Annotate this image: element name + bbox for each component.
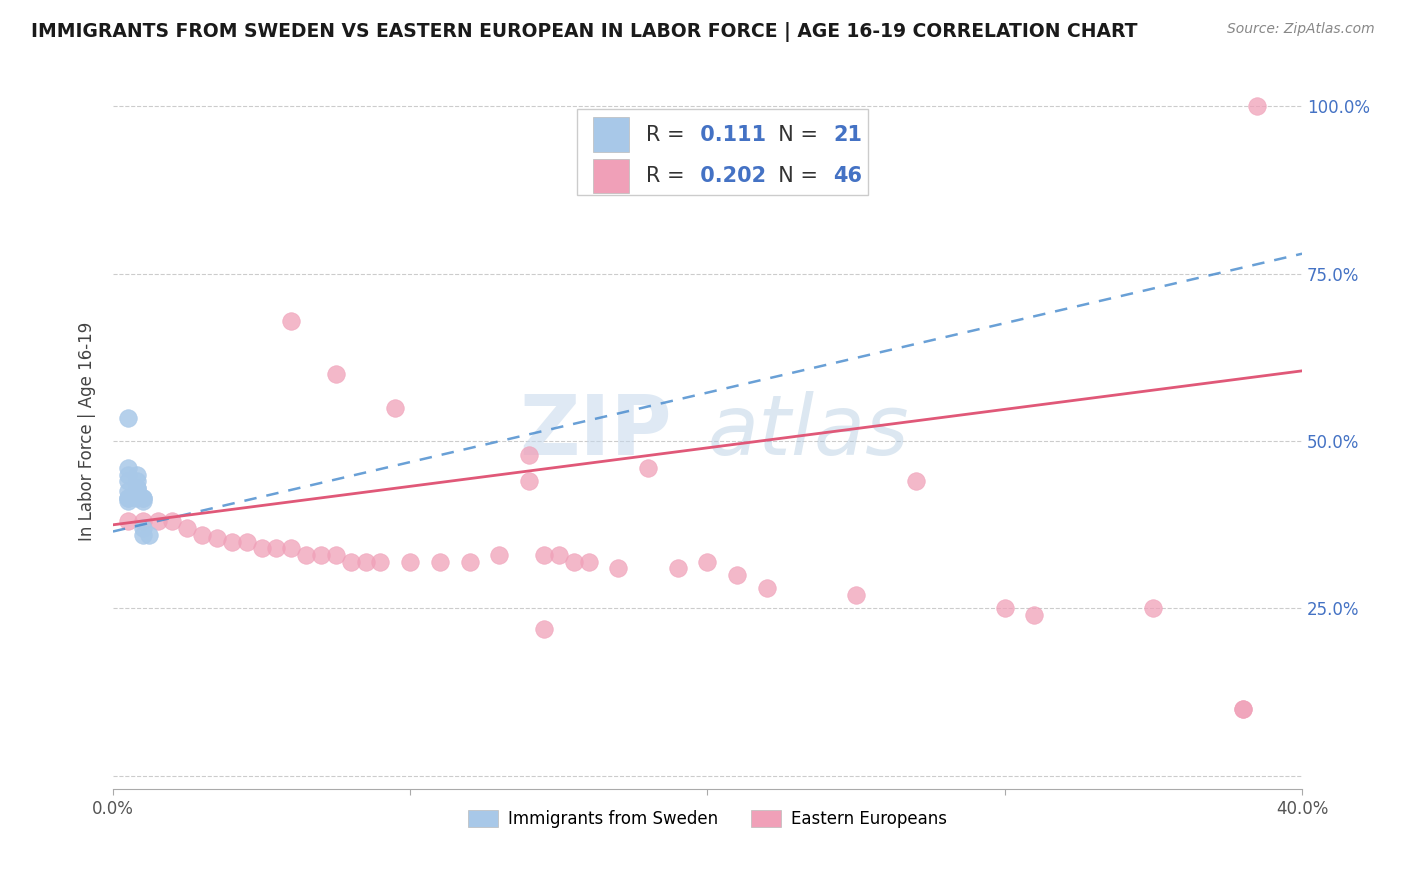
Point: [205, 531, 228, 545]
Point: [125, 484, 148, 499]
Point: [370, 555, 392, 569]
Y-axis label: In Labor Force | Age 16-19: In Labor Force | Age 16-19: [79, 321, 96, 541]
Point: [1142, 601, 1164, 615]
Text: R =: R =: [645, 125, 690, 145]
Point: [125, 467, 148, 482]
Point: [309, 548, 332, 562]
Point: [191, 528, 214, 542]
Point: [384, 401, 406, 415]
Point: [125, 481, 148, 495]
Point: [131, 491, 153, 505]
Point: [125, 475, 148, 489]
Point: [517, 448, 540, 462]
Point: [117, 491, 139, 505]
Point: [1246, 99, 1268, 113]
Point: [578, 555, 600, 569]
Point: [250, 541, 273, 556]
Point: [117, 461, 139, 475]
Text: 0.111: 0.111: [693, 125, 766, 145]
Point: [845, 588, 868, 602]
Point: [131, 515, 153, 529]
Point: [325, 548, 347, 562]
Point: [280, 313, 302, 327]
Point: [146, 515, 169, 529]
Point: [235, 534, 257, 549]
Point: [517, 475, 540, 489]
Point: [117, 491, 139, 505]
Point: [325, 368, 347, 382]
Point: [117, 467, 139, 482]
FancyBboxPatch shape: [576, 109, 868, 194]
Point: [994, 601, 1017, 615]
Point: [607, 561, 630, 575]
Point: [562, 555, 585, 569]
Point: [131, 528, 153, 542]
Point: [458, 555, 481, 569]
Point: [117, 475, 139, 489]
Point: [266, 541, 288, 556]
Text: Source: ZipAtlas.com: Source: ZipAtlas.com: [1227, 22, 1375, 37]
Point: [125, 491, 148, 505]
Point: [1232, 702, 1254, 716]
Point: [125, 481, 148, 495]
Point: [131, 521, 153, 535]
Point: [176, 521, 198, 535]
Point: [488, 548, 510, 562]
Point: [429, 555, 451, 569]
Point: [117, 410, 139, 425]
Point: [696, 555, 718, 569]
Point: [221, 534, 243, 549]
Point: [162, 515, 184, 529]
Point: [131, 494, 153, 508]
Point: [117, 484, 139, 499]
Legend: Immigrants from Sweden, Eastern Europeans: Immigrants from Sweden, Eastern European…: [461, 803, 953, 835]
Point: [131, 491, 153, 505]
Point: [666, 561, 689, 575]
Point: [117, 515, 139, 529]
Point: [295, 548, 318, 562]
Point: [547, 548, 569, 562]
Text: 21: 21: [834, 125, 862, 145]
Text: R =: R =: [645, 166, 690, 186]
Text: IMMIGRANTS FROM SWEDEN VS EASTERN EUROPEAN IN LABOR FORCE | AGE 16-19 CORRELATIO: IMMIGRANTS FROM SWEDEN VS EASTERN EUROPE…: [31, 22, 1137, 42]
Point: [399, 555, 422, 569]
Point: [117, 494, 139, 508]
Point: [138, 528, 160, 542]
Bar: [593, 159, 628, 193]
Point: [280, 541, 302, 556]
Text: atlas: atlas: [707, 391, 910, 472]
Text: N =: N =: [765, 166, 824, 186]
Point: [1232, 702, 1254, 716]
Text: N =: N =: [765, 125, 824, 145]
Point: [725, 568, 748, 582]
Point: [637, 461, 659, 475]
Text: 46: 46: [834, 166, 862, 186]
Text: 0.202: 0.202: [693, 166, 766, 186]
Point: [533, 622, 555, 636]
Point: [755, 582, 778, 596]
Point: [904, 475, 927, 489]
Text: ZIP: ZIP: [519, 391, 672, 472]
Point: [354, 555, 377, 569]
Point: [339, 555, 361, 569]
Point: [1024, 608, 1046, 623]
Bar: [593, 118, 628, 152]
Point: [533, 548, 555, 562]
Point: [125, 488, 148, 502]
